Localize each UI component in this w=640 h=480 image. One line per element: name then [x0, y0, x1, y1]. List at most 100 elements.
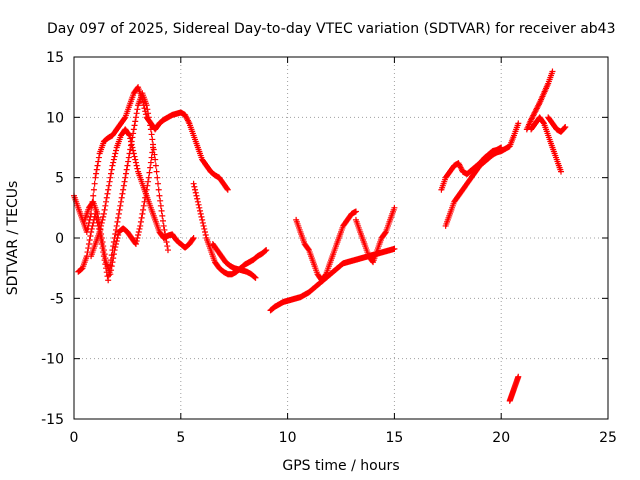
- data-point: [561, 124, 568, 131]
- y-tick-label: 15: [46, 50, 64, 66]
- data-point: [92, 174, 99, 181]
- data-point: [202, 231, 209, 238]
- data-point: [157, 197, 164, 204]
- data-point: [116, 206, 123, 213]
- data-point: [138, 214, 145, 221]
- data-point: [101, 251, 108, 258]
- x-tick-label: 10: [279, 430, 297, 446]
- data-point: [108, 170, 115, 177]
- data-point: [132, 156, 139, 163]
- data-point: [107, 271, 114, 278]
- data-point: [112, 230, 119, 237]
- data-point: [145, 110, 152, 117]
- data-point: [201, 225, 208, 232]
- data-point: [99, 239, 106, 246]
- data-point: [131, 153, 138, 160]
- data-point: [391, 245, 398, 252]
- data-point: [105, 277, 112, 284]
- data-point: [97, 225, 104, 232]
- data-point: [86, 237, 93, 244]
- data-point: [96, 228, 103, 235]
- data-point: [129, 144, 136, 151]
- data-point: [89, 222, 96, 229]
- series-sat-n: [545, 114, 569, 135]
- data-point: [112, 244, 119, 251]
- data-point: [110, 251, 117, 258]
- data-point: [152, 162, 159, 169]
- data-point: [136, 225, 143, 232]
- data-point: [224, 185, 231, 192]
- data-point: [147, 126, 154, 133]
- data-point: [102, 202, 109, 209]
- data-point: [100, 213, 107, 220]
- data-point: [118, 194, 125, 201]
- data-point: [540, 119, 547, 126]
- data-point: [134, 165, 141, 172]
- data-point: [100, 210, 107, 217]
- data-point: [125, 154, 132, 161]
- data-point: [141, 105, 148, 112]
- series-sat-b: [75, 90, 171, 284]
- data-point: [133, 162, 140, 169]
- data-point: [90, 186, 97, 193]
- data-point: [111, 247, 118, 254]
- data-point: [130, 147, 137, 154]
- data-point: [515, 120, 522, 127]
- data-point: [147, 159, 154, 166]
- series-sat-h: [293, 208, 359, 284]
- x-axis-label: GPS time / hours: [282, 458, 399, 474]
- series-sat-k: [438, 144, 505, 193]
- data-point: [95, 214, 102, 221]
- y-tick-label: 0: [55, 231, 64, 247]
- data-point: [95, 218, 102, 225]
- data-point: [146, 118, 153, 125]
- x-tick-label: 20: [492, 430, 510, 446]
- data-point: [199, 219, 206, 226]
- data-point: [125, 158, 132, 165]
- data-point: [124, 162, 131, 169]
- series-sat-d: [88, 126, 197, 260]
- data-point: [119, 190, 126, 197]
- data-point: [192, 186, 199, 193]
- data-point: [145, 174, 152, 181]
- data-point: [111, 153, 118, 160]
- data-point: [121, 178, 128, 185]
- data-point: [120, 186, 127, 193]
- data-point: [134, 106, 141, 113]
- data-point: [106, 178, 113, 185]
- data-point: [88, 225, 95, 232]
- data-point: [122, 170, 129, 177]
- data-point: [105, 186, 112, 193]
- data-point: [131, 122, 138, 129]
- data-point: [98, 222, 105, 229]
- data-point: [137, 222, 144, 229]
- data-point: [558, 168, 565, 175]
- data-point: [117, 202, 124, 209]
- data-point: [145, 114, 152, 121]
- x-tick-label: 0: [70, 430, 79, 446]
- data-point: [149, 136, 156, 143]
- chart-title: Day 097 of 2025, Sidereal Day-to-day VTE…: [47, 21, 616, 37]
- data-point: [114, 218, 121, 225]
- data-point: [132, 241, 139, 248]
- data-point: [157, 202, 164, 209]
- data-point: [154, 174, 161, 181]
- data-point: [158, 207, 165, 214]
- data-point: [198, 213, 205, 220]
- data-point: [132, 118, 139, 125]
- data-point: [91, 180, 98, 187]
- data-point: [189, 236, 196, 243]
- data-point: [224, 186, 231, 193]
- x-tick-label: 5: [176, 430, 185, 446]
- data-point: [108, 166, 115, 173]
- y-tick-label: -5: [50, 291, 64, 307]
- data-point: [125, 131, 132, 138]
- data-point: [164, 247, 171, 254]
- data-point: [153, 168, 160, 175]
- data-point: [263, 247, 270, 254]
- data-point: [130, 150, 137, 157]
- data-point: [149, 149, 156, 156]
- data-point: [549, 68, 556, 75]
- series-sat-i: [352, 204, 398, 266]
- data-point: [382, 229, 389, 236]
